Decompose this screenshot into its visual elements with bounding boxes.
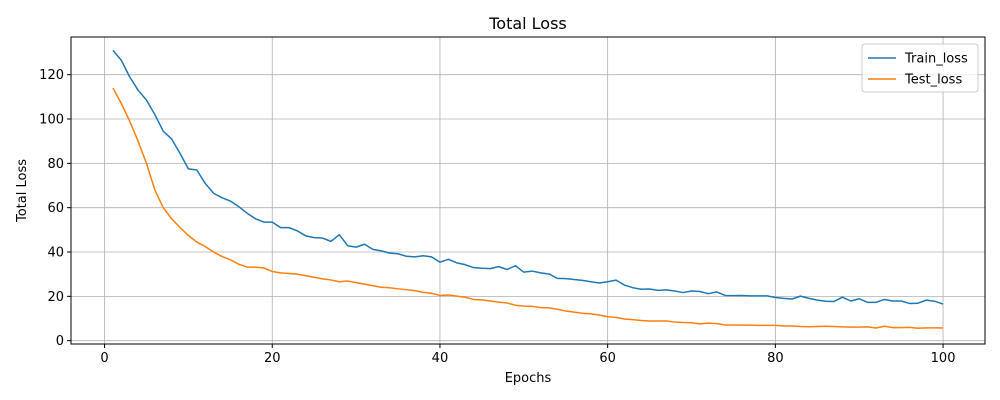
x-tick-label: 20: [264, 351, 281, 366]
chart-title: Total Loss: [488, 14, 567, 33]
grid: [71, 37, 985, 344]
y-tick-label: 80: [47, 157, 64, 172]
x-axis-label: Epochs: [505, 371, 552, 386]
y-tick-label: 60: [47, 201, 64, 216]
x-tick-label: 60: [599, 351, 616, 366]
axis-ticks: 0 20 40 60 80 100 0 20 40 60 80 100 120: [39, 68, 955, 366]
legend-box: [861, 43, 979, 93]
plot-frame: [70, 36, 986, 345]
x-tick-label: 80: [767, 351, 784, 366]
x-tick-label: 0: [100, 351, 108, 366]
y-tick-label: 0: [56, 334, 64, 349]
series-line-train-loss: [112, 49, 944, 305]
legend: Train_loss Test_loss: [861, 43, 979, 93]
y-tick-label: 120: [39, 68, 64, 83]
legend-label-test-loss: Test_loss: [904, 73, 962, 88]
y-axis-label: Total Loss: [15, 159, 30, 223]
y-tick-label: 100: [39, 113, 64, 128]
series-lines: [112, 49, 944, 330]
y-tick-label: 20: [47, 290, 64, 305]
y-tick-label: 40: [47, 246, 64, 261]
x-tick-label: 100: [931, 351, 956, 366]
legend-label-train-loss: Train_loss: [904, 52, 968, 67]
x-tick-label: 40: [432, 351, 449, 366]
series-line-test-loss: [112, 87, 944, 330]
